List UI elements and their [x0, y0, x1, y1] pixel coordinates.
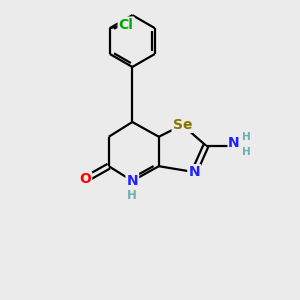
- Text: H: H: [242, 132, 251, 142]
- Text: Cl: Cl: [119, 18, 134, 32]
- Text: H: H: [127, 188, 136, 202]
- Text: N: N: [188, 165, 200, 179]
- Text: H: H: [242, 147, 251, 157]
- Text: N: N: [228, 136, 240, 150]
- Text: Se: Se: [172, 118, 192, 132]
- Text: O: O: [79, 172, 91, 186]
- Text: N: N: [127, 174, 138, 188]
